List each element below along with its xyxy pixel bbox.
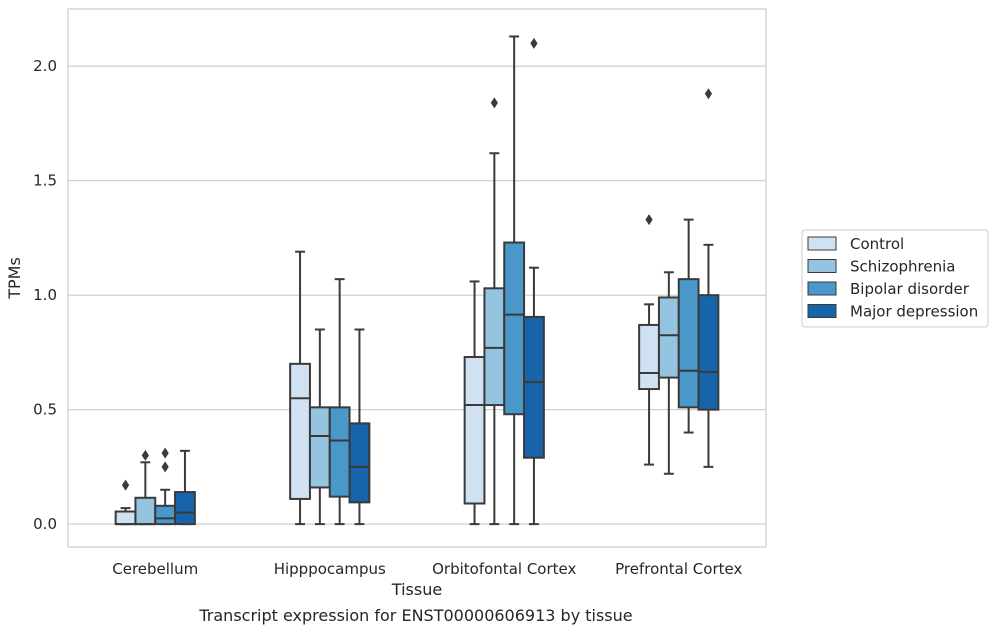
outlier-point: [141, 449, 149, 461]
outlier-point: [490, 97, 498, 109]
y-axis-label: TPMs: [5, 257, 24, 300]
box-group: [154, 447, 177, 526]
x-axis-label: Tissue: [391, 580, 442, 599]
box: [308, 406, 331, 489]
box-group: [523, 37, 545, 526]
legend-swatch: [807, 236, 837, 251]
box-group: [697, 88, 720, 468]
box-group: [677, 218, 700, 434]
x-tick-label: Hipppocampus: [274, 560, 386, 578]
legend-swatch: [807, 304, 837, 318]
box: [114, 510, 137, 526]
box-group: [483, 97, 506, 526]
outlier-point: [530, 37, 538, 49]
x-tick-label: Orbitofontal Cortex: [432, 560, 576, 578]
legend-label: Bipolar disorder: [850, 280, 970, 298]
x-tick-labels: Cerebellum Hipppocampus Orbitofontal Corte…: [112, 560, 742, 578]
legend-frame: [801, 229, 989, 328]
x-tick-label: Cerebellum: [112, 560, 198, 578]
plot-frame: [67, 8, 767, 548]
y-tick-label: 2.0: [33, 57, 57, 75]
box: [697, 294, 720, 411]
box: [174, 491, 196, 526]
box-series: [114, 35, 720, 526]
legend-label: Schizophrenia: [850, 258, 955, 276]
box: [328, 406, 351, 498]
outlier-point: [161, 461, 169, 473]
legend-swatch: [807, 281, 837, 296]
box: [523, 315, 545, 459]
box-group: [348, 328, 371, 526]
box: [134, 496, 157, 526]
box-group: [503, 35, 526, 526]
plot-area-background: [68, 9, 766, 547]
legend: Control Schizophrenia Bipolar disorder Majo…: [801, 229, 989, 328]
legend-label: Major depression: [850, 303, 978, 321]
box-group: [463, 280, 486, 526]
y-tick-label: 0.0: [33, 515, 57, 533]
outlier-point: [121, 479, 130, 491]
outlier-point: [704, 88, 713, 100]
box-group: [638, 214, 660, 466]
box: [503, 241, 526, 416]
box-group: [174, 449, 196, 526]
outlier-point: [645, 214, 653, 226]
y-tick-labels: 0.0 0.5 1.0 1.5 2.0: [33, 57, 57, 533]
box: [348, 422, 371, 504]
chart-caption: Transcript expression for ENST0000060691…: [199, 606, 633, 625]
box: [638, 323, 660, 391]
y-tick-label: 1.0: [33, 286, 57, 304]
box: [154, 504, 177, 526]
box: [289, 362, 311, 500]
box: [463, 355, 486, 505]
outlier-point: [161, 447, 169, 459]
box: [677, 278, 700, 409]
y-tick-label: 1.5: [33, 172, 57, 190]
legend-label: Control: [850, 235, 904, 253]
box: [657, 296, 680, 379]
box-group: [134, 449, 157, 526]
box: [483, 287, 506, 407]
x-tick-label: Prefrontal Cortex: [615, 560, 742, 578]
y-tick-label: 0.5: [33, 401, 57, 419]
legend-swatch: [807, 259, 837, 273]
